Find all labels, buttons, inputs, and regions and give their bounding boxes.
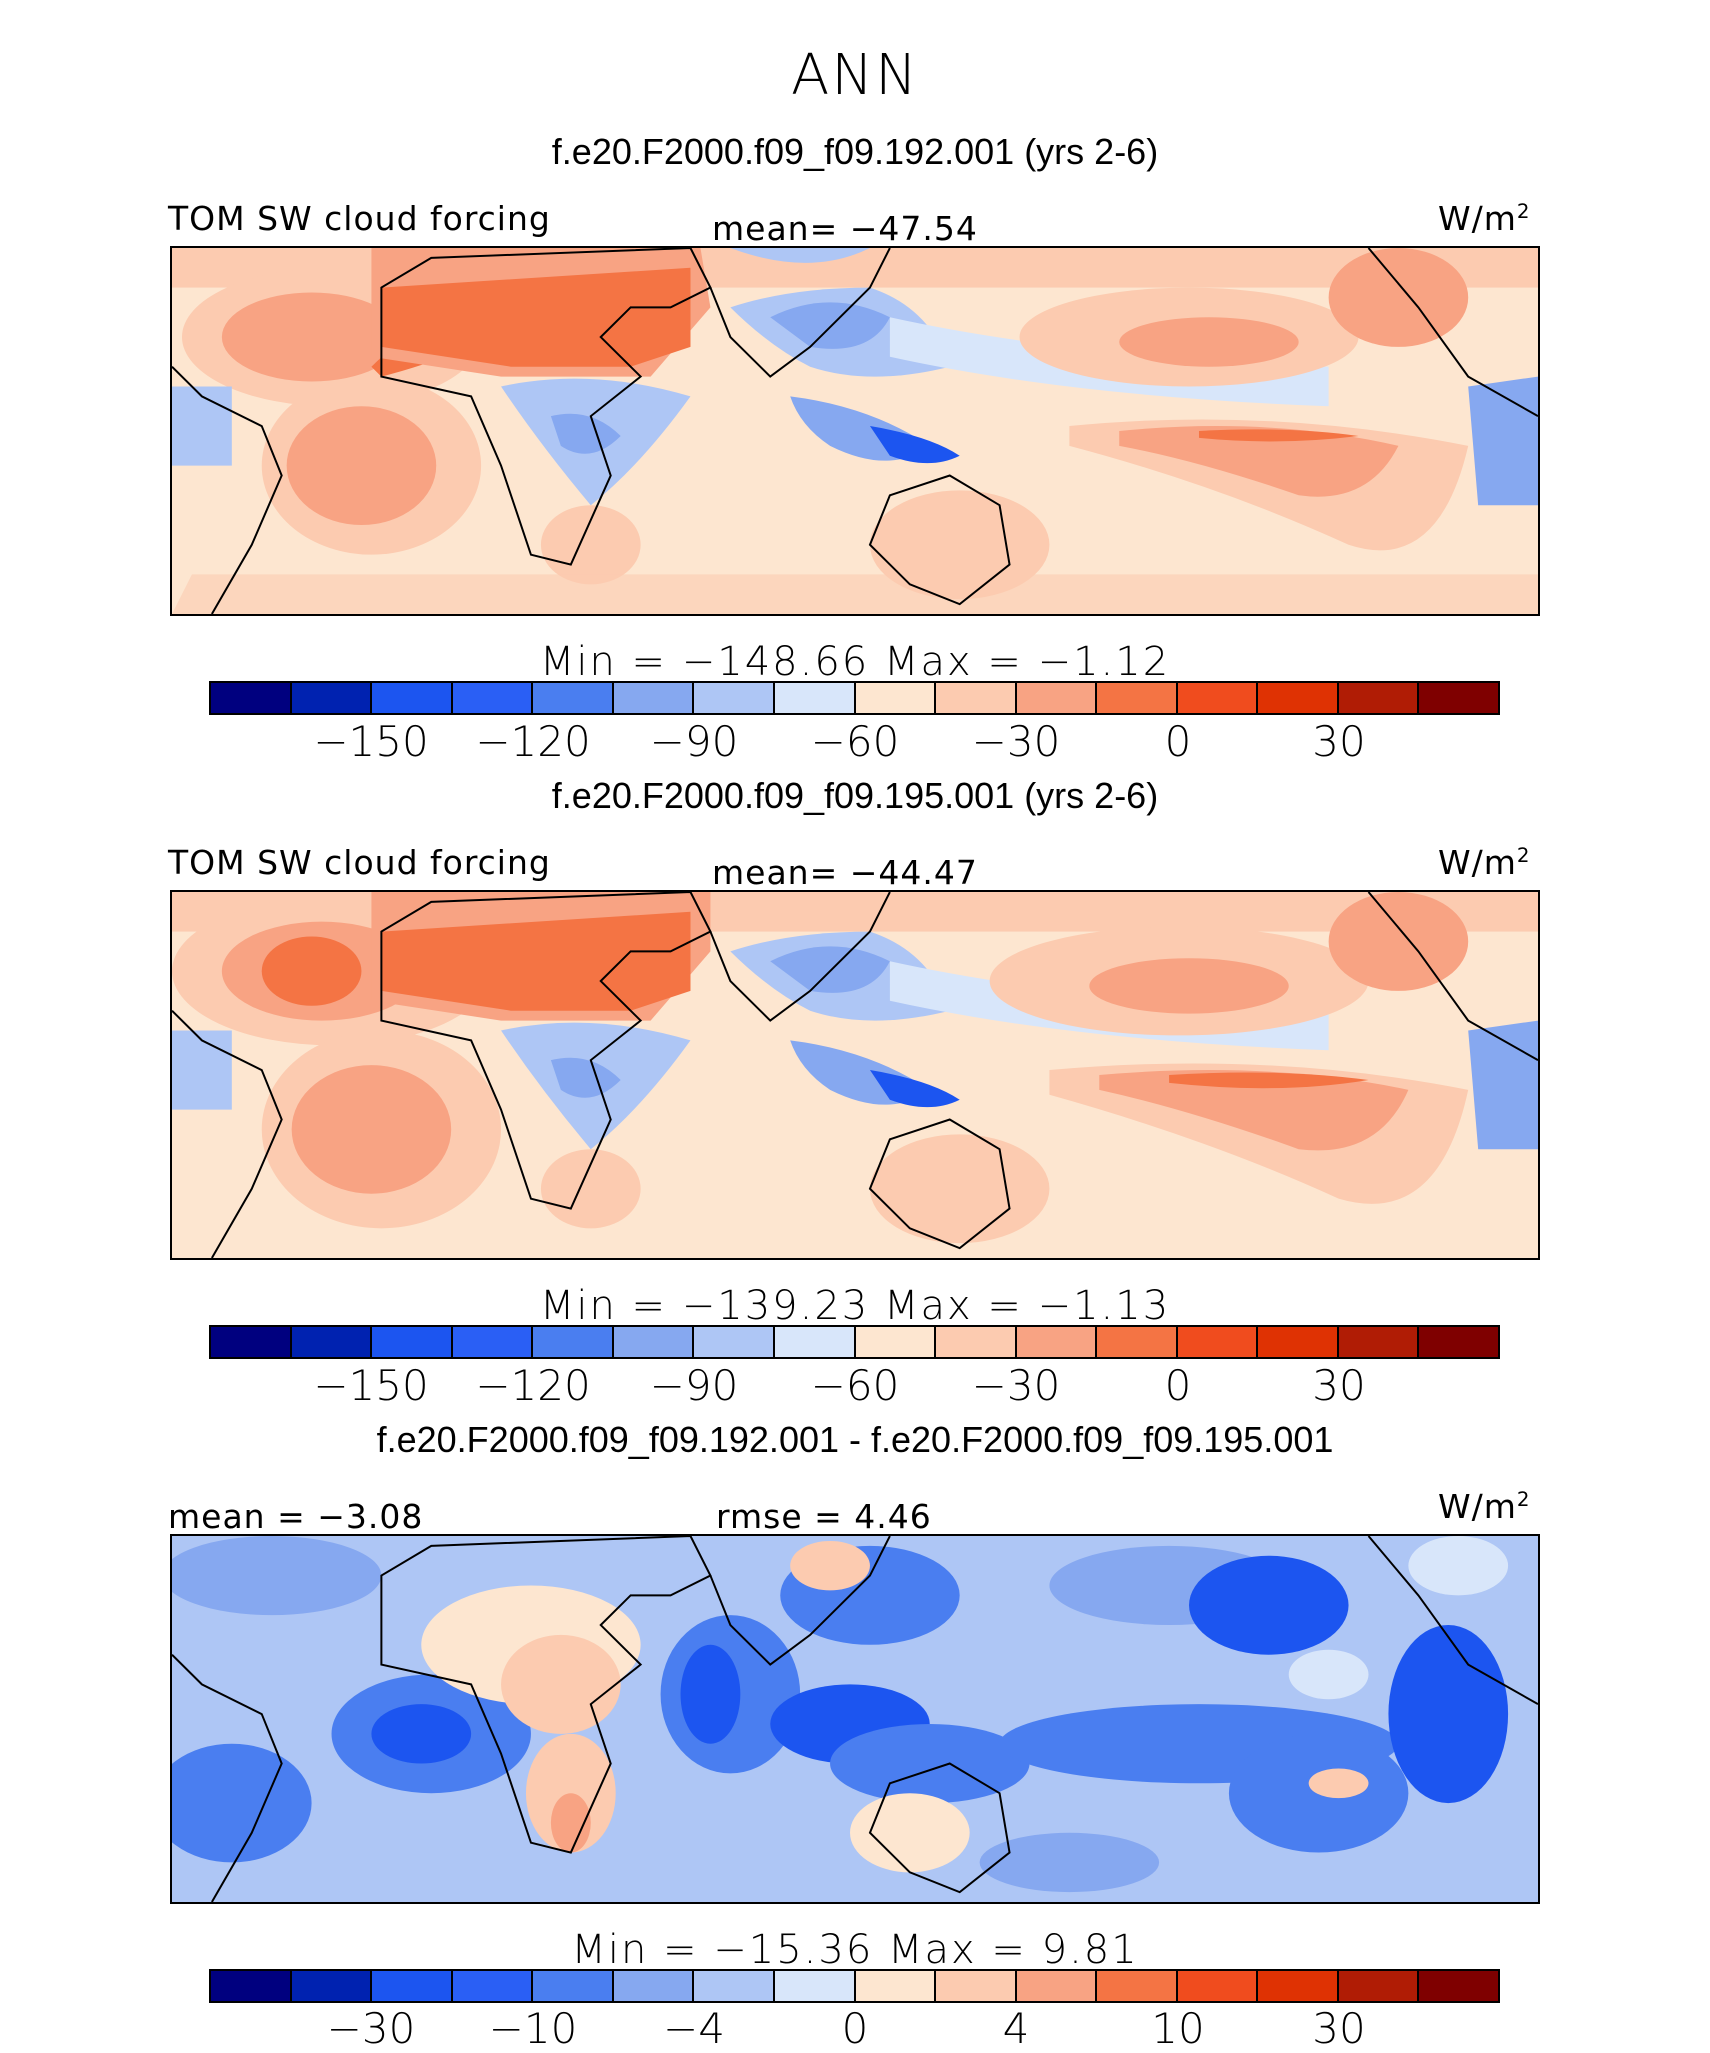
- panel-3-case-title: f.e20.F2000.f09_f09.192.001 - f.e20.F200…: [376, 1419, 1334, 1460]
- panel-2-mean-label: mean= −44.47: [712, 853, 978, 892]
- panel-1-colorbar-cell-4: [452, 683, 534, 713]
- panel-1-min-max: Min = −148.66 Max = −1.12: [539, 639, 1171, 685]
- panel-2-units: W/m2: [1438, 843, 1531, 882]
- panel-3-tick-3: −4: [663, 2004, 725, 2053]
- panel-3-rmse-label: rmse = 4.46: [716, 1497, 932, 1536]
- panel-1-map: [170, 246, 1540, 616]
- panel-2-colorbar-cell-7: [694, 1327, 775, 1357]
- panel-2-colorbar-cell-15: [1338, 1327, 1420, 1357]
- panel-3-colorbar-cell-15: [1338, 1971, 1420, 2001]
- panel-2-tick-6: 0: [1164, 1361, 1192, 1410]
- panel-3-colorbar-cell-3: [372, 1971, 453, 2001]
- panel-1-colorbar-cell-12: [1097, 683, 1178, 713]
- panel-3-colorbar-cell-10: [936, 1971, 1017, 2001]
- panel-3-colorbar-cell-11: [1016, 1971, 1098, 2001]
- panel-3-colorbar-cell-4: [452, 1971, 534, 2001]
- panel-1-tick-1: −150: [313, 717, 429, 766]
- panel-1-units: W/m2: [1438, 199, 1531, 238]
- panel-3-colorbar-cell-12: [1097, 1971, 1178, 2001]
- panel-2-tick-2: −120: [475, 1361, 591, 1410]
- panel-1-colorbar-cell-16: [1419, 683, 1498, 713]
- panel-3-map: [170, 1534, 1540, 1904]
- panel-3-units: W/m2: [1438, 1487, 1531, 1526]
- panel-1-tick-4: −60: [810, 717, 900, 766]
- panel-3-colorbar-cell-5: [533, 1971, 614, 2001]
- panel-2-case-title: f.e20.F2000.f09_f09.195.001 (yrs 2-6): [551, 775, 1159, 816]
- figure-title: ANN: [790, 43, 920, 108]
- panel-2-map: [170, 890, 1540, 1260]
- panel-1-tick-3: −90: [649, 717, 739, 766]
- panel-2-colorbar-cell-12: [1097, 1327, 1178, 1357]
- panel-3-map-svg: [172, 1536, 1538, 1902]
- panel-2-tick-1: −150: [313, 1361, 429, 1410]
- panel-2-variable-label: TOM SW cloud forcing: [168, 843, 551, 882]
- panel-2-min-max: Min = −139.23 Max = −1.13: [539, 1283, 1171, 1329]
- panel-3-mean-label: mean = −3.08: [168, 1497, 424, 1536]
- panel-2-colorbar-cell-14: [1258, 1327, 1339, 1357]
- panel-3-colorbar-cell-16: [1419, 1971, 1498, 2001]
- panel-3-colorbar-cell-8: [774, 1971, 856, 2001]
- panel-2-colorbar-cell-8: [774, 1327, 856, 1357]
- panel-1-colorbar-cell-14: [1258, 683, 1339, 713]
- panel-1-map-svg: [172, 248, 1538, 614]
- panel-2-tick-4: −60: [810, 1361, 900, 1410]
- panel-1-mean-label: mean= −47.54: [712, 209, 978, 248]
- panel-1-colorbar-cell-3: [372, 683, 453, 713]
- panel-3-colorbar-cell-1: [211, 1971, 292, 2001]
- panel-1-colorbar-cell-11: [1016, 683, 1098, 713]
- panel-2-tick-5: −30: [971, 1361, 1061, 1410]
- panel-1-colorbar-cell-6: [613, 683, 695, 713]
- panel-1-colorbar-cell-5: [533, 683, 614, 713]
- panel-1-case-title: f.e20.F2000.f09_f09.192.001 (yrs 2-6): [551, 131, 1159, 172]
- panel-3-tick-1: −30: [326, 2004, 416, 2053]
- panel-3-colorbar-cell-7: [694, 1971, 775, 2001]
- panel-2-map-svg: [172, 892, 1538, 1258]
- panel-1-variable-label: TOM SW cloud forcing: [168, 199, 551, 238]
- panel-1-colorbar-cell-15: [1338, 683, 1420, 713]
- panel-1-tick-6: 0: [1164, 717, 1192, 766]
- panel-1-colorbar-cell-9: [855, 683, 937, 713]
- panel-1-colorbar-cell-7: [694, 683, 775, 713]
- panel-3-colorbar-cell-14: [1258, 1971, 1339, 2001]
- panel-2-colorbar-cell-9: [855, 1327, 937, 1357]
- panel-2-colorbar-cell-6: [613, 1327, 695, 1357]
- panel-2-tick-7: 30: [1312, 1361, 1366, 1410]
- panel-2-colorbar-cell-4: [452, 1327, 534, 1357]
- panel-2-colorbar-cell-10: [936, 1327, 1017, 1357]
- panel-2-colorbar-cell-5: [533, 1327, 614, 1357]
- panel-1-tick-2: −120: [475, 717, 591, 766]
- panel-1-colorbar-cell-13: [1177, 683, 1259, 713]
- panel-3-colorbar-cell-2: [291, 1971, 373, 2001]
- panel-2-colorbar-cell-1: [211, 1327, 292, 1357]
- panel-3-tick-2: −10: [488, 2004, 578, 2053]
- panel-2-colorbar-cell-3: [372, 1327, 453, 1357]
- panel-1-tick-5: −30: [971, 717, 1061, 766]
- panel-1-tick-7: 30: [1312, 717, 1366, 766]
- panel-1-colorbar-cell-1: [211, 683, 292, 713]
- panel-2-colorbar: [209, 1325, 1500, 1359]
- panel-3-colorbar-cell-6: [613, 1971, 695, 2001]
- panel-3-colorbar-cell-13: [1177, 1971, 1259, 2001]
- panel-3-colorbar-cell-9: [855, 1971, 937, 2001]
- panel-3-min-max: Min = −15.36 Max = 9.81: [571, 1927, 1139, 1973]
- panel-3-tick-7: 30: [1312, 2004, 1366, 2053]
- panel-3-tick-6: 10: [1151, 2004, 1205, 2053]
- panel-3-colorbar: [209, 1969, 1500, 2003]
- panel-1-colorbar-cell-2: [291, 683, 373, 713]
- panel-2-colorbar-cell-13: [1177, 1327, 1259, 1357]
- panel-3-tick-5: 4: [1002, 2004, 1030, 2053]
- panel-2-colorbar-cell-2: [291, 1327, 373, 1357]
- panel-2-colorbar-cell-16: [1419, 1327, 1498, 1357]
- panel-3-tick-4: 0: [841, 2004, 869, 2053]
- panel-2-tick-3: −90: [649, 1361, 739, 1410]
- panel-1-colorbar: [209, 681, 1500, 715]
- panel-1-colorbar-cell-8: [774, 683, 856, 713]
- panel-2-colorbar-cell-11: [1016, 1327, 1098, 1357]
- panel-1-colorbar-cell-10: [936, 683, 1017, 713]
